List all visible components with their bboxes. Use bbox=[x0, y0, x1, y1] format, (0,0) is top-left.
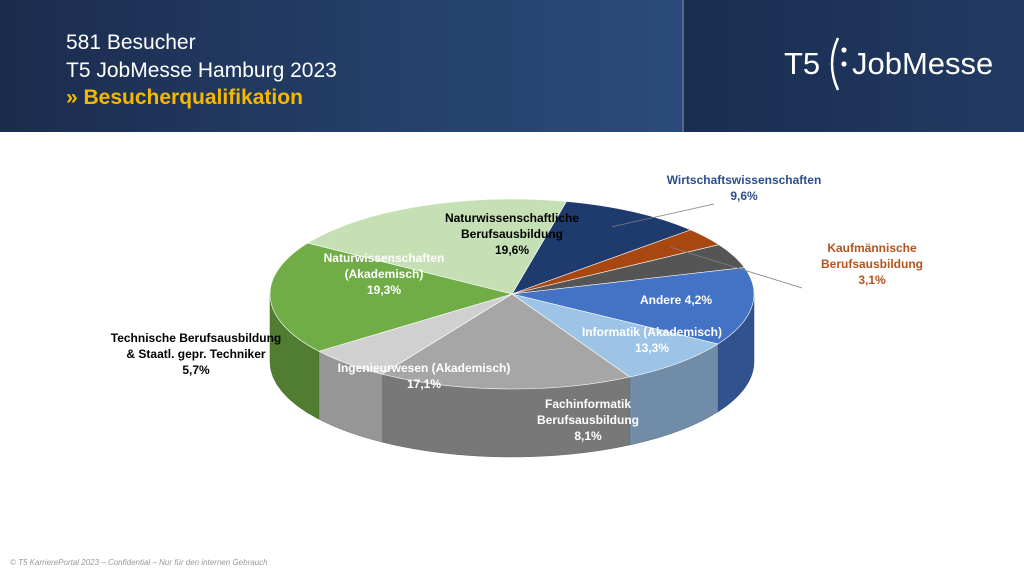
slice-label-6: Technische Berufsausbildung & Staatl. gep… bbox=[111, 331, 281, 377]
slice-label-line-4-0: Fachinformatik bbox=[545, 397, 631, 411]
slice-label-line-8-0: Naturwissenschaftliche bbox=[445, 211, 579, 225]
pie-chart: Wirtschaftswissenschaften 9,6% Kaufmännisc… bbox=[111, 173, 923, 458]
slice-value-8: 19,6% bbox=[495, 243, 529, 257]
slice-value-7: 19,3% bbox=[367, 283, 401, 297]
slice-label-line-1-1: Berufsausbildung bbox=[821, 257, 923, 271]
event-title: T5 JobMesse Hamburg 2023 bbox=[66, 59, 337, 82]
pie-leaders bbox=[611, 203, 803, 289]
slice-label-4: Fachinformatik Berufsausbildung 8,1% bbox=[537, 397, 639, 443]
slice-label-line-1-0: Kaufmännische bbox=[827, 241, 917, 255]
slice-value-4: 8,1% bbox=[574, 429, 602, 443]
slice-label-line-5-0: Ingenieurwesen (Akademisch) bbox=[338, 361, 511, 375]
slice-value-5: 17,1% bbox=[407, 377, 441, 391]
slice-label-line-7-0: Naturwissenschaften bbox=[324, 251, 445, 265]
slice-label-0: Wirtschaftswissenschaften 9,6% bbox=[667, 173, 822, 203]
pie-slice-7 bbox=[269, 242, 514, 352]
pie-labels: Wirtschaftswissenschaften 9,6% Kaufmännisc… bbox=[111, 173, 923, 443]
slice-label-line-7-1: (Akademisch) bbox=[345, 267, 424, 281]
pie-slice-8 bbox=[306, 198, 567, 295]
header-logo-panel bbox=[684, 0, 1024, 132]
leader-line-0 bbox=[611, 203, 715, 228]
pie-slice-5 bbox=[381, 293, 631, 390]
slice-label-line-3-0: Informatik (Akademisch) bbox=[582, 325, 722, 339]
slice-label-line-8-1: Berufsausbildung bbox=[461, 227, 563, 241]
slice-label-1: Kaufmännische Berufsausbildung 3,1% bbox=[821, 241, 923, 287]
visitor-count: 581 Besucher bbox=[66, 31, 196, 54]
slice-label-line-6-1: & Staatl. gepr. Techniker bbox=[126, 347, 265, 361]
footer-confidential: © T5 KarrierePortal 2023 – Confidential … bbox=[10, 558, 268, 567]
slice-value-1: 3,1% bbox=[858, 273, 886, 287]
slice-value-3: 13,3% bbox=[635, 341, 669, 355]
pie-tops bbox=[269, 198, 755, 390]
t5-jobmesse-logo: T5 JobMesse bbox=[784, 34, 994, 94]
slice-label-line-6-0: Technische Berufsausbildung bbox=[111, 331, 281, 345]
slice-label-8: Naturwissenschaftliche Berufsausbildung 19… bbox=[445, 211, 579, 257]
slice-label-5: Ingenieurwesen (Akademisch) 17,1% bbox=[338, 361, 511, 391]
logo-face-icon bbox=[830, 37, 847, 91]
leader-line-1 bbox=[670, 246, 803, 289]
slice-label-7: Naturwissenschaften (Akademisch) 19,3% bbox=[324, 251, 445, 297]
pie-slice-3 bbox=[511, 267, 755, 345]
logo-t5-text: T5 bbox=[784, 46, 821, 81]
section-title: » Besucherqualifikation bbox=[66, 86, 303, 109]
pie-slice-0 bbox=[511, 201, 692, 295]
pie-slice-4 bbox=[511, 293, 719, 378]
slice-label-line-4-1: Berufsausbildung bbox=[537, 413, 639, 427]
slice-label-text-2: Andere 4,2% bbox=[640, 293, 712, 307]
slice-label-3: Informatik (Akademisch) 13,3% bbox=[582, 325, 722, 355]
slice-value-6: 5,7% bbox=[182, 363, 210, 377]
logo-jobmesse-text: JobMesse bbox=[852, 46, 994, 81]
slice-label-line-0-0: Wirtschaftswissenschaften bbox=[667, 173, 822, 187]
header-divider bbox=[682, 0, 684, 132]
slice-value-0: 9,6% bbox=[730, 189, 758, 203]
slice-label-2: Andere 4,2% bbox=[640, 293, 712, 307]
